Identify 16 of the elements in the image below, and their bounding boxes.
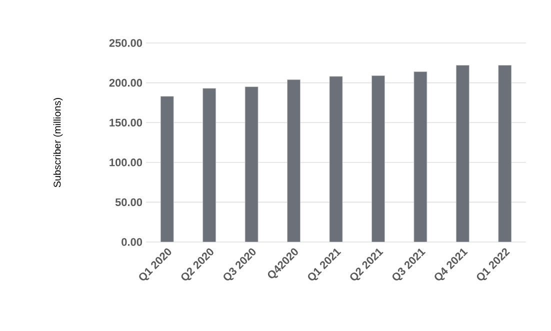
y-tick-label: 50.00 [115,198,142,206]
bar [456,65,470,242]
bar [414,71,428,242]
y-tick-label: 150.00 [110,118,142,126]
y-tick-label: 200.00 [109,78,142,87]
y-tick-label: 0.00 [122,238,142,246]
bar [287,79,300,242]
bar [329,76,343,242]
y-tick-label: 100.00 [110,158,142,166]
bar [202,88,216,242]
bar [244,86,258,242]
bar [372,75,385,242]
y-axis-title: Subscriber (millions) [53,98,63,188]
y-tick-label: 250.00 [109,39,142,47]
bar [160,96,174,242]
bar [498,65,512,242]
